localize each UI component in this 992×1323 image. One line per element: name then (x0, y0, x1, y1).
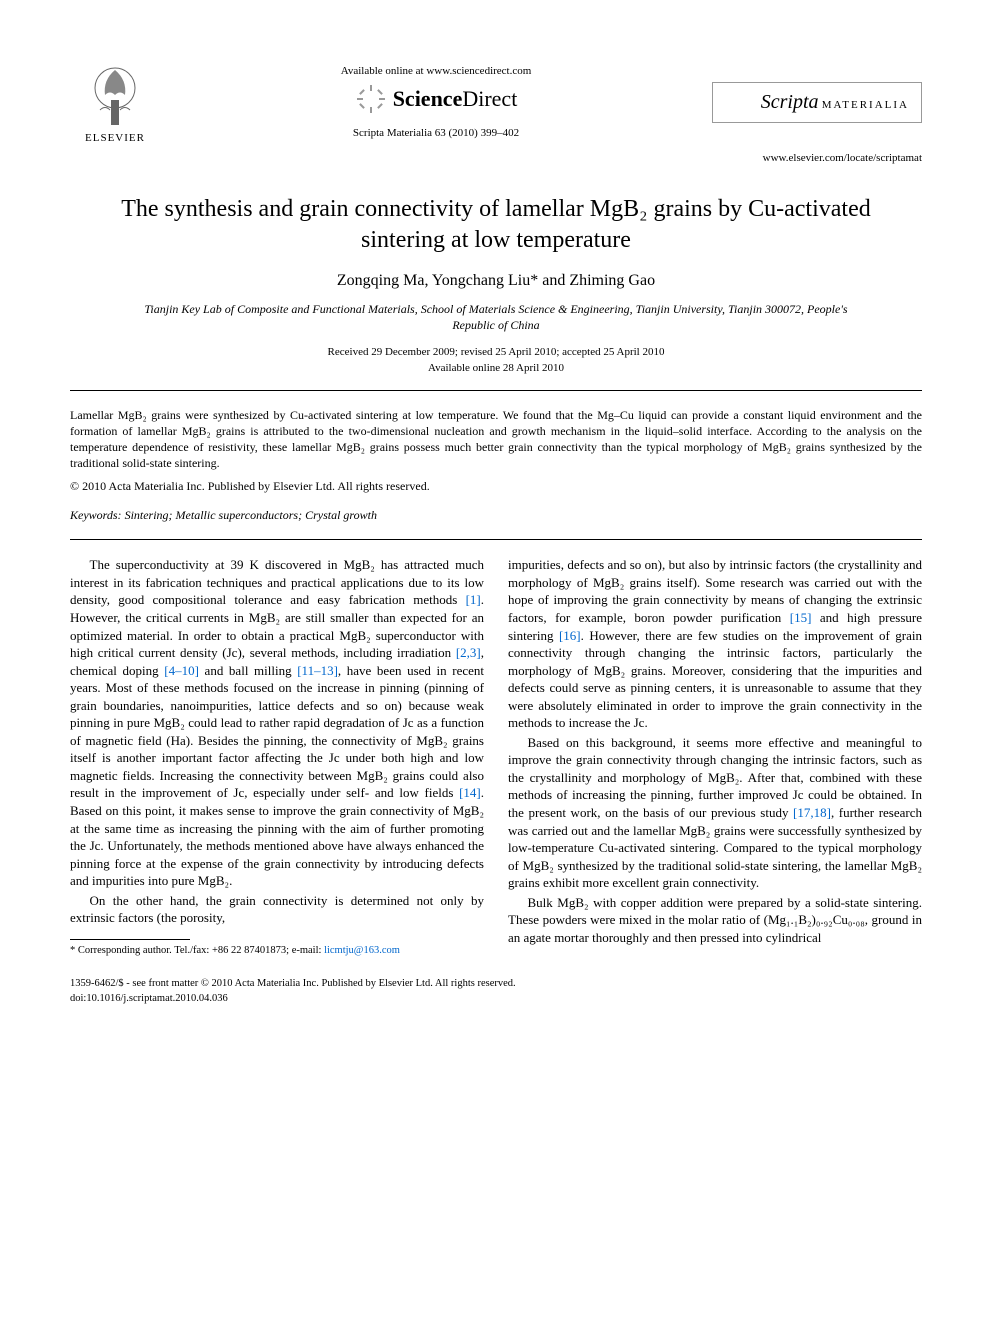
center-header: Available online at www.sciencedirect.co… (160, 65, 712, 139)
footer-issn: 1359-6462/$ - see front matter © 2010 Ac… (70, 977, 922, 992)
ref-link[interactable]: [16] (559, 628, 581, 643)
body-paragraph-5: Bulk MgB₂ with copper addition were prep… (508, 894, 922, 947)
divider-top (70, 390, 922, 391)
authors: Zongqing Ma, Yongchang Liu* and Zhiming … (70, 272, 922, 290)
abstract: Lamellar MgB₂ grains were synthesized by… (70, 407, 922, 472)
sciencedirect-burst-icon (355, 83, 387, 115)
journal-cover-box: Scripta MATERIALIA (712, 82, 922, 123)
publisher-name: ELSEVIER (85, 132, 145, 144)
corresponding-author-footnote: * Corresponding author. Tel./fax: +86 22… (70, 944, 484, 958)
header-row: ELSEVIER Available online at www.science… (70, 60, 922, 144)
available-online-text: Available online at www.sciencedirect.co… (160, 65, 712, 77)
body-paragraph-1: The superconductivity at 39 K discovered… (70, 556, 484, 889)
journal-citation: Scripta Materialia 63 (2010) 399–402 (160, 127, 712, 139)
publisher-logo: ELSEVIER (70, 60, 160, 144)
sciencedirect-logo: ScienceDirect (160, 83, 712, 115)
affiliation: Tianjin Key Lab of Composite and Functio… (130, 302, 862, 333)
elsevier-tree-icon (85, 60, 145, 130)
article-title: The synthesis and grain connectivity of … (110, 194, 882, 256)
author-email-link[interactable]: licmtju@163.com (324, 945, 400, 956)
journal-box-wrap: Scripta MATERIALIA (712, 82, 922, 123)
keywords-label: Keywords: (70, 508, 122, 522)
body-paragraph-3: impurities, defects and so on), but also… (508, 556, 922, 731)
page-footer: 1359-6462/$ - see front matter © 2010 Ac… (70, 977, 922, 1006)
copyright: © 2010 Acta Materialia Inc. Published by… (70, 479, 922, 494)
ref-link[interactable]: [15] (790, 610, 812, 625)
ref-link[interactable]: [4–10] (164, 663, 199, 678)
received-dates: Received 29 December 2009; revised 25 Ap… (70, 346, 922, 358)
ref-link[interactable]: [2,3] (456, 645, 481, 660)
ref-link[interactable]: [11–13] (297, 663, 338, 678)
divider-bottom (70, 539, 922, 540)
ref-link[interactable]: [14] (459, 785, 481, 800)
journal-title-caps: MATERIALIA (822, 99, 909, 111)
online-date: Available online 28 April 2010 (70, 362, 922, 374)
body-paragraph-4: Based on this background, it seems more … (508, 734, 922, 892)
footer-doi: doi:10.1016/j.scriptamat.2010.04.036 (70, 992, 922, 1007)
ref-link[interactable]: [17,18] (793, 805, 831, 820)
journal-url[interactable]: www.elsevier.com/locate/scriptamat (70, 152, 922, 164)
sciencedirect-text: ScienceDirect (393, 86, 518, 112)
journal-title-script: Scripta (761, 91, 819, 113)
keywords-line: Keywords: Sintering; Metallic supercondu… (70, 508, 922, 523)
ref-link[interactable]: [1] (466, 592, 481, 607)
keywords-text: Sintering; Metallic superconductors; Cry… (125, 508, 377, 522)
body-paragraph-2: On the other hand, the grain connectivit… (70, 892, 484, 927)
footnote-separator (70, 939, 190, 940)
body-columns: The superconductivity at 39 K discovered… (70, 556, 922, 957)
